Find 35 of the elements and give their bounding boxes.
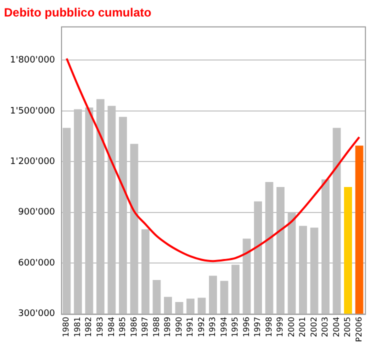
x-tick-label: 1991 — [186, 316, 195, 338]
x-tick-label: 1987 — [140, 316, 150, 338]
x-tick-label: 1998 — [264, 316, 274, 338]
x-tick-label: 2001 — [298, 316, 308, 338]
x-tick-label: 1983 — [96, 316, 104, 338]
y-tick-label: 1'500'000 — [10, 106, 56, 116]
y-tick-label: 1'200'000 — [10, 157, 56, 167]
x-tick-label: 1989 — [163, 316, 172, 338]
x-tick-label: 2002 — [309, 316, 318, 338]
y-tick-label: 300'000 — [18, 309, 56, 320]
y-tick-label: 1'800'000 — [10, 56, 56, 66]
x-tick-label: 2000 — [286, 316, 296, 338]
x-tick-label: 1996 — [242, 316, 251, 338]
x-tick-label: P2006 — [354, 316, 364, 342]
chart-title: Debito pubblico cumulato — [4, 6, 152, 20]
x-tick-label: 2004 — [332, 316, 341, 338]
y-tick-label: 600'000 — [18, 258, 56, 268]
x-tick-label: 1985 — [118, 316, 128, 338]
x-tick-label: 1994 — [219, 316, 228, 338]
x-tick-label: 1982 — [84, 316, 94, 338]
x-tick-label: 1986 — [129, 316, 138, 338]
x-tick-label: 2003 — [320, 316, 330, 338]
line-series — [66, 58, 360, 262]
x-tick-label: 1988 — [152, 316, 161, 338]
x-tick-label: 1984 — [106, 316, 116, 338]
x-tick-label: 1981 — [72, 316, 82, 338]
x-tick-label: 1993 — [208, 316, 218, 338]
x-tick-label: 2005 — [343, 316, 352, 338]
y-tick-label: 900'000 — [18, 208, 56, 218]
x-tick-label: 1980 — [62, 316, 71, 338]
x-tick-label: 1997 — [253, 316, 262, 338]
x-tick-label: 1995 — [230, 316, 240, 338]
x-tick-label: 1999 — [276, 316, 285, 338]
x-tick-label: 1992 — [196, 316, 206, 338]
x-tick-label: 1990 — [174, 316, 184, 338]
